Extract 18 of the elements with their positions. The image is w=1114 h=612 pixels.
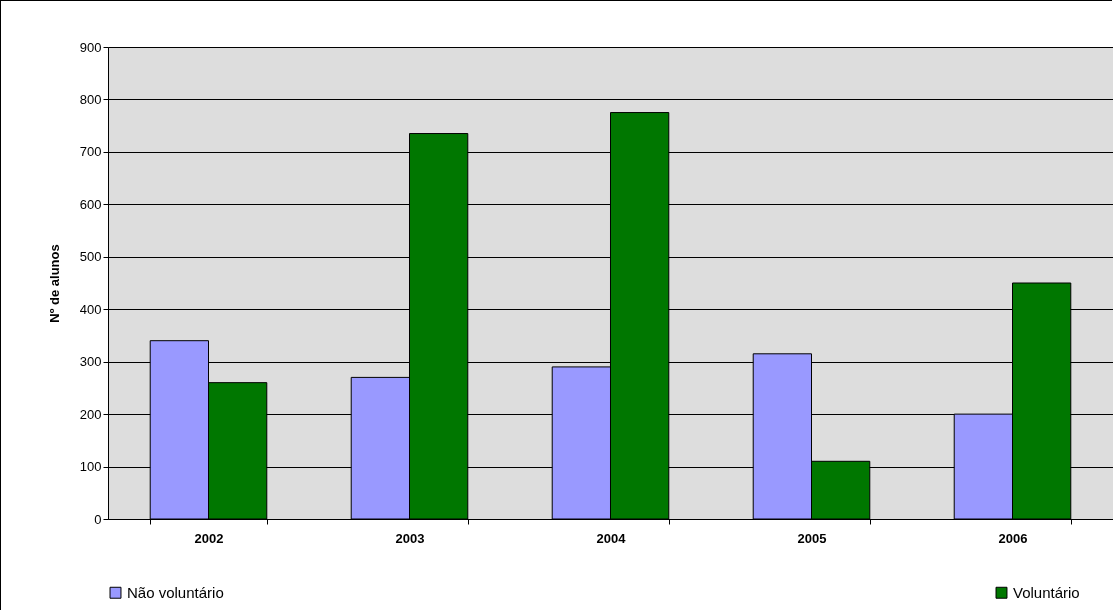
- x-tick-label: 2006: [998, 530, 1028, 546]
- y-tick-label: 700: [79, 144, 102, 160]
- legend-label: Não voluntário: [127, 583, 224, 601]
- x-tick-label: 2005: [797, 530, 827, 546]
- x-tick-label: 2002: [194, 530, 224, 546]
- x-tick-label: 2004: [596, 530, 627, 546]
- y-tick-label: 100: [79, 459, 102, 475]
- y-tick-label: 200: [79, 406, 102, 422]
- legend-label: Voluntário: [1013, 583, 1080, 601]
- y-tick-label: 0: [94, 511, 102, 527]
- y-tick-label: 500: [79, 249, 102, 265]
- y-axis-title: Nº de alunos: [46, 244, 62, 323]
- y-tick-label: 800: [79, 91, 102, 107]
- x-tick-label: 2003: [395, 530, 425, 546]
- y-tick-label: 300: [79, 354, 102, 370]
- y-tick-label: 900: [79, 39, 102, 55]
- y-tick-label: 400: [79, 301, 102, 317]
- y-tick-label: 600: [79, 196, 102, 212]
